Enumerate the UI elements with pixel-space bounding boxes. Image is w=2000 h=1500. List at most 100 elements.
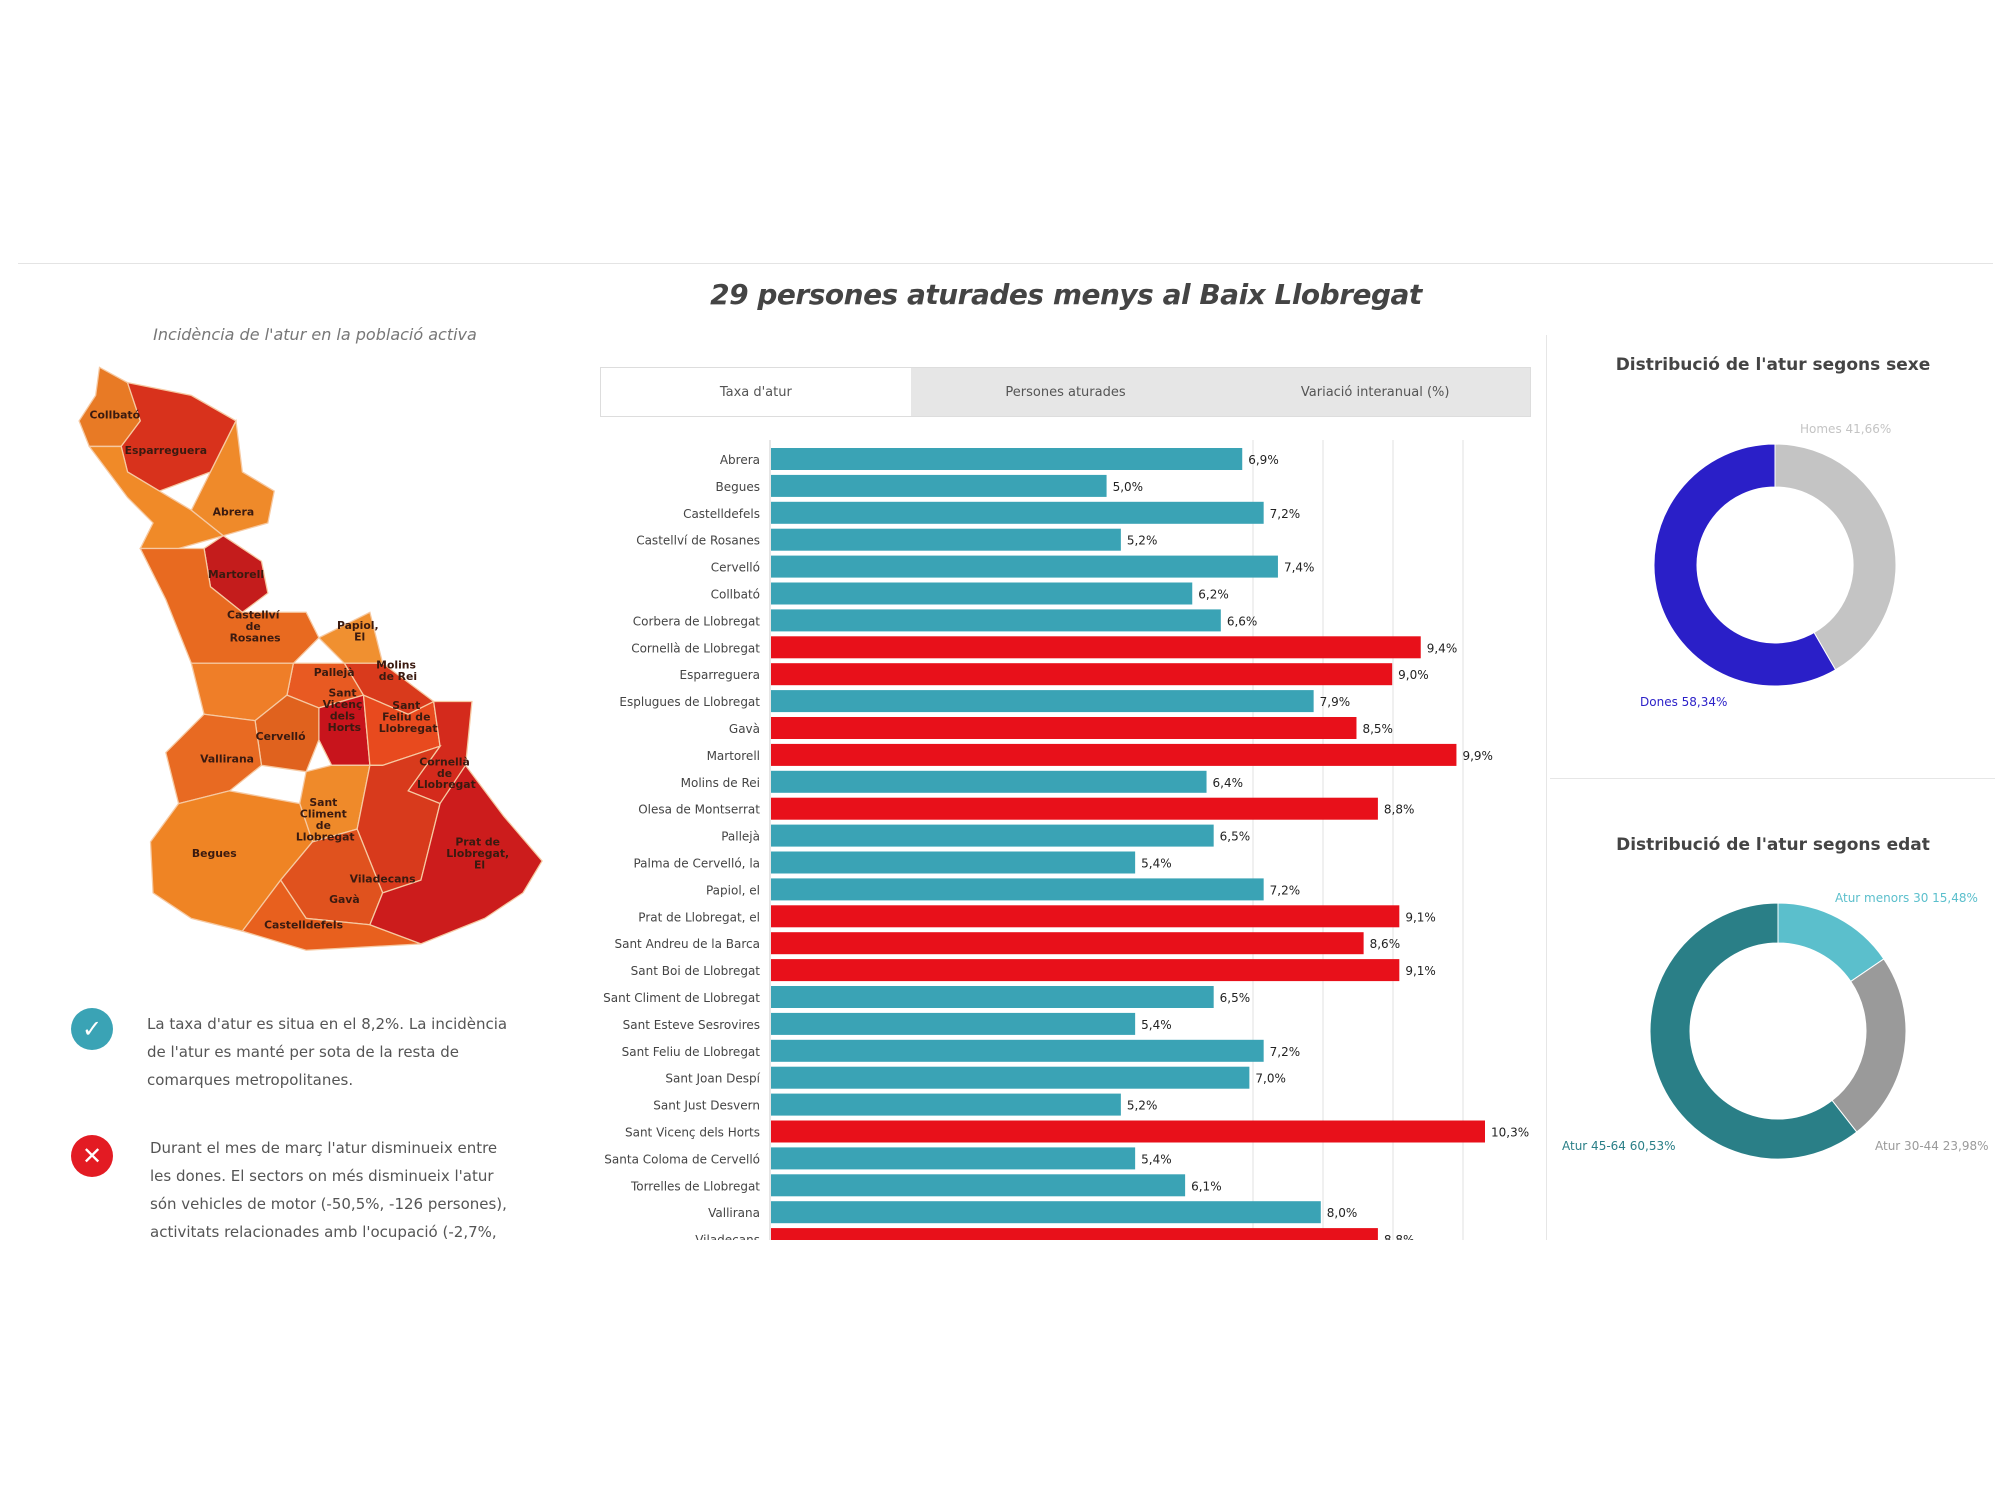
bar[interactable] [771, 663, 1393, 686]
category-label: Esparreguera [680, 668, 760, 682]
bar[interactable] [771, 1120, 1485, 1143]
bar[interactable] [771, 770, 1207, 793]
category-label: Abrera [720, 453, 760, 467]
bar-chart-panel[interactable]: Abrera 6,9% Begues 5,0% Castelldefels 7,2% Cas… [590, 440, 1550, 1240]
map-label: Cornellà de Llobregat [417, 755, 476, 791]
note-line: La taxa d'atur es situa en el 8,2%. La i… [147, 1015, 508, 1033]
value-label: 6,2% [1198, 588, 1229, 602]
donut-slice[interactable] [1831, 958, 1907, 1133]
value-label: 5,2% [1127, 534, 1158, 548]
bar[interactable] [771, 743, 1457, 766]
category-label: Martorell [707, 749, 760, 763]
bar[interactable] [771, 1228, 1378, 1240]
bar[interactable] [771, 528, 1121, 551]
note-cross: ✕ [71, 1135, 113, 1177]
bar[interactable] [771, 797, 1378, 820]
bar[interactable] [771, 959, 1400, 982]
category-label: Sant Just Desvern [653, 1099, 760, 1113]
bar[interactable] [771, 1174, 1186, 1197]
note-line: comarques metropolitanes. [147, 1071, 354, 1089]
value-label: 7,2% [1270, 1045, 1301, 1059]
bar[interactable] [771, 932, 1364, 955]
bar[interactable] [771, 1066, 1250, 1089]
bar-chart: Abrera 6,9% Begues 5,0% Castelldefels 7,2% Cas… [603, 440, 1529, 1240]
map-subtitle: Incidència de l'atur en la població acti… [153, 325, 477, 344]
category-label: Palma de Cervelló, la [633, 857, 760, 871]
panel-divider [1546, 335, 1547, 1240]
page-title: 29 persones aturades menys al Baix Llobr… [710, 278, 1422, 311]
category-label: Sant Andreu de la Barca [614, 937, 760, 951]
value-label: 8,0% [1327, 1206, 1358, 1220]
category-label: Molins de Rei [681, 776, 760, 790]
bar[interactable] [771, 582, 1193, 605]
tab-persones-aturades[interactable]: Persones aturades [1005, 384, 1126, 400]
bar[interactable] [771, 1147, 1136, 1170]
note-check: ✓ [71, 1008, 113, 1050]
map-label: Martorell [208, 568, 264, 581]
bar[interactable] [771, 717, 1357, 739]
category-label: Torrelles de Llobregat [630, 1179, 760, 1193]
map-label: Abrera [213, 505, 254, 518]
bar[interactable] [771, 1201, 1321, 1224]
bar[interactable] [771, 555, 1278, 578]
map-label: Castellví de Rosanes [227, 609, 283, 645]
bar[interactable] [771, 905, 1400, 928]
category-label: Collbató [711, 588, 760, 602]
value-label: 9,4% [1427, 641, 1458, 655]
slice-label: Atur menors 30 15,48% [1835, 891, 1978, 905]
value-label: 6,5% [1220, 830, 1251, 844]
value-label: 7,4% [1284, 561, 1315, 575]
slice-label: Dones 58,34% [1640, 695, 1727, 709]
value-label: 6,9% [1248, 453, 1279, 467]
map-label: Gavà [329, 893, 360, 906]
donut-slice[interactable] [1653, 443, 1837, 687]
category-label: Cervelló [711, 561, 760, 575]
check-icon: ✓ [71, 1008, 113, 1050]
category-label: Sant Boi de Llobregat [631, 964, 761, 978]
bar[interactable] [771, 878, 1264, 901]
donut-slice[interactable] [1649, 902, 1858, 1160]
value-label: 6,4% [1213, 776, 1244, 790]
map-label: Castelldefels [264, 919, 343, 932]
category-label: Begues [716, 480, 760, 494]
bar[interactable] [771, 474, 1107, 497]
map-region-castellvi-de-rosanes[interactable] [139, 547, 320, 664]
map-label: Cervelló [256, 730, 306, 743]
bar[interactable] [771, 1093, 1121, 1116]
map-region-abrera[interactable] [190, 418, 275, 537]
value-label: 7,0% [1255, 1072, 1286, 1086]
bar[interactable] [771, 501, 1264, 524]
note-line: Durant el mes de març l'atur disminueix … [150, 1139, 498, 1157]
bar[interactable] [771, 1039, 1264, 1062]
bar[interactable] [771, 636, 1421, 659]
value-label: 7,2% [1270, 883, 1301, 897]
category-label: Prat de Llobregat, el [638, 910, 760, 924]
slice-label: Atur 45-64 60,53% [1562, 1139, 1676, 1153]
bar[interactable] [771, 986, 1214, 1008]
category-label: Gavà [729, 722, 760, 736]
map-label: Papiol, El [337, 619, 382, 643]
tab-taxa-atur[interactable]: Taxa d'atur [601, 368, 911, 416]
bar[interactable] [771, 851, 1136, 874]
note-line: de l'atur es manté per sota de la resta … [147, 1043, 459, 1061]
bar[interactable] [771, 1012, 1136, 1035]
map-region-prat-de-llobregat-el[interactable] [369, 764, 543, 945]
map-label: Sant Vicenç dels Horts [323, 686, 367, 733]
value-label: 10,3% [1491, 1126, 1529, 1140]
value-label: 5,4% [1141, 857, 1172, 871]
bar[interactable] [771, 690, 1314, 713]
bar[interactable] [771, 448, 1243, 470]
note-text: La taxa d'atur es situa en el 8,2%. La i… [147, 1010, 527, 1094]
bar[interactable] [771, 609, 1221, 632]
chart-tabs: Taxa d'atur Persones aturades Variació i… [600, 367, 1531, 417]
tab-variacio-interanual[interactable]: Variació interanual (%) [1300, 384, 1450, 400]
value-label: 5,4% [1141, 1152, 1172, 1166]
value-label: 6,1% [1191, 1179, 1222, 1193]
value-label: 8,8% [1384, 803, 1415, 817]
category-label: Sant Joan Despí [665, 1072, 760, 1086]
panel-divider [1550, 778, 1995, 779]
donut-slice[interactable] [1774, 443, 1897, 671]
bar[interactable] [771, 824, 1214, 847]
